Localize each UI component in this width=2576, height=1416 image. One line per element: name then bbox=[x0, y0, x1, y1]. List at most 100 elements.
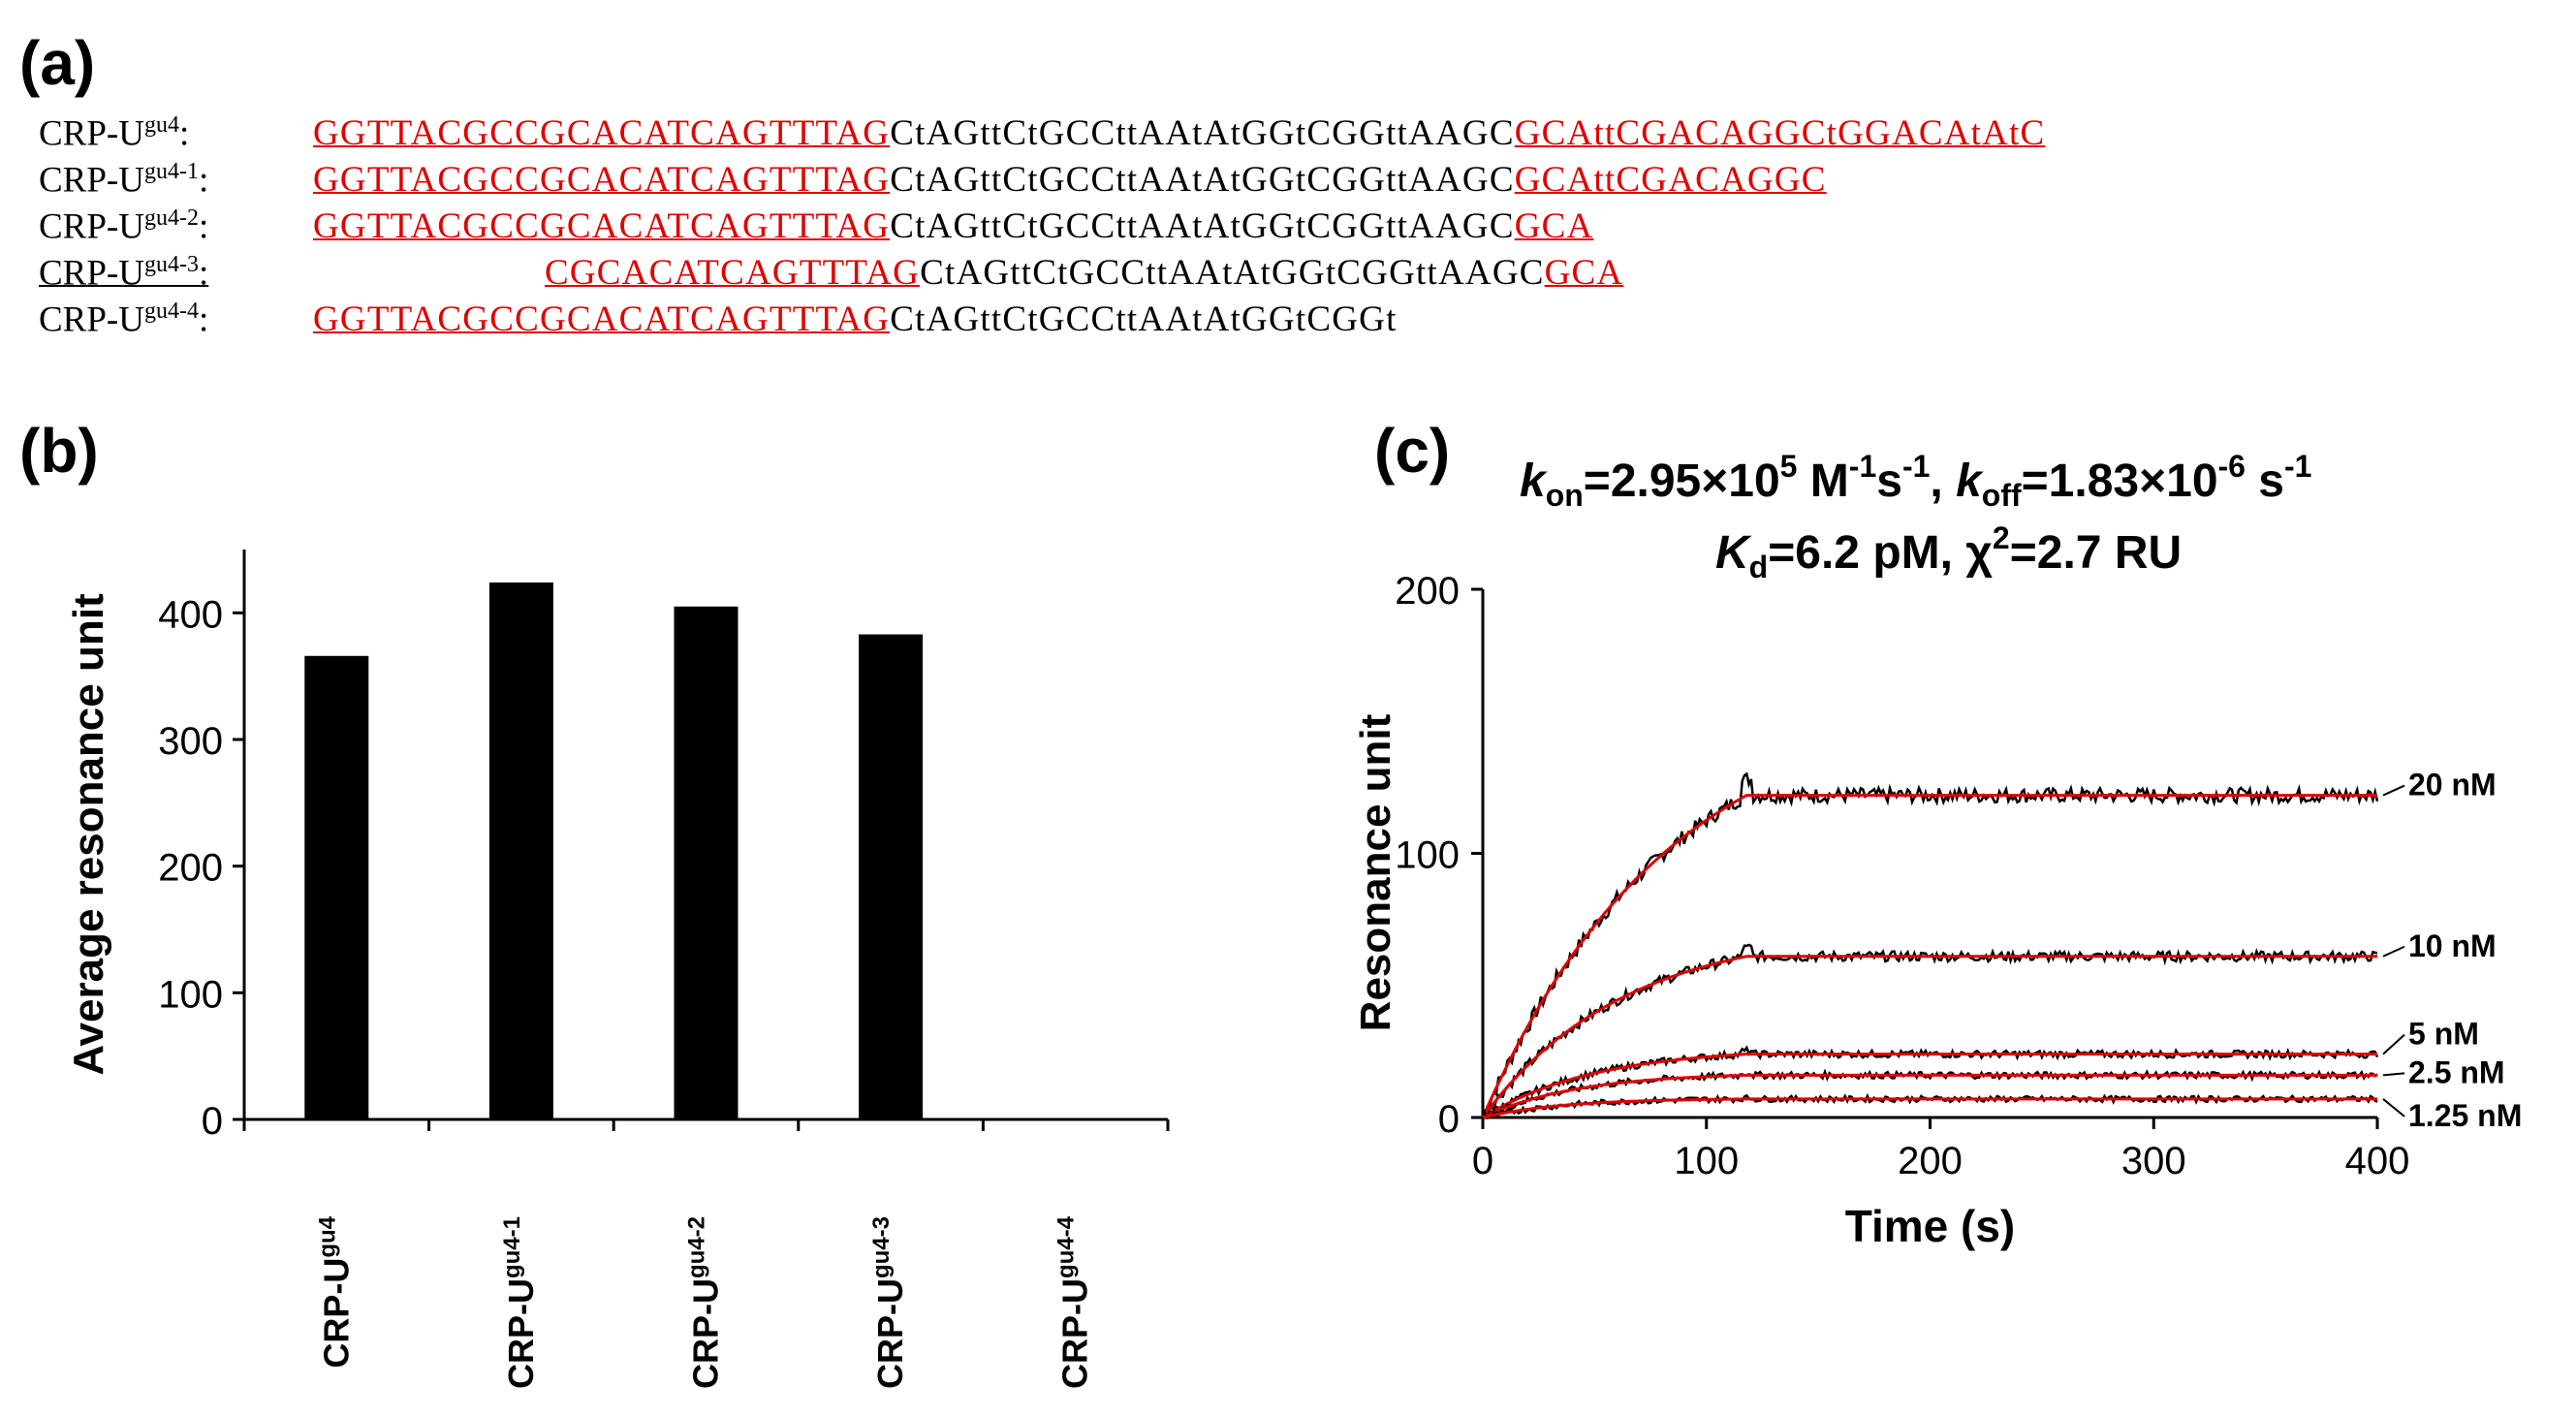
sequence-name-colon: : bbox=[198, 206, 209, 247]
title-kon-exp: 5 bbox=[1780, 449, 1798, 484]
category-label: CRP-Ugu4-3 bbox=[868, 1216, 910, 1389]
sequence-list: CRP-Ugu4: GGTTACGCCGCACATCAGTTTAGCtAGttCt… bbox=[39, 112, 2559, 345]
title-kon-unit-s: s bbox=[1876, 456, 1902, 507]
title-kon-value: =2.95×10 bbox=[1584, 456, 1780, 507]
data-trace bbox=[1481, 943, 2378, 1119]
category-label-sup: gu4-4 bbox=[1053, 1215, 1080, 1278]
bar bbox=[859, 634, 924, 1119]
sequence-name-colon: : bbox=[178, 113, 190, 154]
series-label: 2.5 nM bbox=[2408, 1054, 2505, 1089]
panel-label-b: (b) bbox=[19, 416, 99, 486]
panel-label-a: (a) bbox=[19, 28, 96, 98]
sequence-name-colon: : bbox=[198, 299, 209, 340]
title-kd-k: K bbox=[1715, 527, 1752, 579]
fit-line bbox=[1481, 794, 2377, 1118]
category-label-sup: gu4-2 bbox=[684, 1216, 710, 1278]
series-leader bbox=[2382, 1072, 2405, 1077]
sequence-text: GGTTACGCCGCACATCAGTTTAGCtAGttCtGCCttAAtA… bbox=[313, 205, 1593, 247]
panel-label-c: (c) bbox=[1374, 416, 1451, 486]
core-region: CtAGttCtGCCttAAtAtGGtCGGt bbox=[890, 299, 1398, 339]
category-label: CRP-Ugu4-2 bbox=[684, 1216, 726, 1389]
kinetics-chart: kon=2.95×105 M-1s-1, koff=1.83×10-6 s-1K… bbox=[1352, 449, 2522, 1251]
fit-line bbox=[1482, 1073, 2377, 1119]
category-label-base: CRP-U bbox=[316, 1258, 356, 1369]
chart-title-line2: Kd=6.2 pM, χ2=2.7 RU bbox=[1715, 520, 2182, 584]
primer-region: GCA bbox=[1514, 206, 1594, 246]
x-tick-label: 200 bbox=[1898, 1140, 1963, 1182]
series-leader bbox=[2382, 1033, 2405, 1055]
x-tick-label: 400 bbox=[2345, 1140, 2410, 1182]
bar bbox=[674, 606, 738, 1119]
sequence-row: CRP-Ugu4-3: CGCACATCAGTTTAGCtAGttCtGCCttA… bbox=[39, 252, 2559, 299]
primer-region: GGTTACGCCGCACATCAGTTTAG bbox=[313, 113, 891, 153]
sequence-text: GGTTACGCCGCACATCAGTTTAGCtAGttCtGCCttAAtA… bbox=[313, 112, 2045, 154]
category-label-sup: gu4-1 bbox=[499, 1216, 525, 1278]
category-label: CRP-Ugu4-4 bbox=[1053, 1215, 1095, 1389]
y-tick-label: 300 bbox=[158, 720, 223, 763]
fit-line bbox=[1482, 1097, 2377, 1119]
sequence-name-base: CRP-U bbox=[39, 113, 144, 154]
primer-region: GGTTACGCCGCACATCAGTTTAG bbox=[313, 299, 891, 339]
sequence-text: CGCACATCAGTTTAGCtAGttCtGCCttAAtAtGGtCGGt… bbox=[545, 252, 1623, 294]
sequence-name: CRP-Ugu4-1: bbox=[39, 159, 208, 201]
fit-line bbox=[1481, 955, 2377, 1118]
title-chi-exp: 2 bbox=[1993, 520, 2010, 555]
title-kon-sub: on bbox=[1546, 478, 1584, 513]
sequence-name: CRP-Ugu4-3: bbox=[39, 252, 208, 294]
y-tick-label: 400 bbox=[158, 593, 223, 636]
y-tick-label: 100 bbox=[1395, 834, 1460, 877]
series-leader bbox=[2382, 945, 2405, 958]
title-koff-unit: s bbox=[2246, 456, 2284, 507]
series-label: 1.25 nM bbox=[2408, 1098, 2522, 1133]
primer-region: GCAttCGACAGGC bbox=[1514, 160, 1827, 200]
category-label-base: CRP-U bbox=[870, 1278, 910, 1389]
primer-region: GGTTACGCCGCACATCAGTTTAG bbox=[313, 206, 891, 246]
sequence-name: CRP-Ugu4: bbox=[39, 112, 189, 154]
y-tick-label: 0 bbox=[202, 1100, 223, 1143]
primer-region: GGTTACGCCGCACATCAGTTTAG bbox=[313, 160, 891, 200]
sequence-name-sup: gu4-2 bbox=[143, 205, 199, 231]
series-label: 5 nM bbox=[2408, 1017, 2479, 1052]
sequence-name-sup: gu4-4 bbox=[143, 299, 199, 324]
sequence-name-sup: gu4-3 bbox=[143, 252, 199, 277]
title-koff-sub: off bbox=[1982, 478, 2022, 513]
x-tick-label: 100 bbox=[1674, 1140, 1739, 1182]
sequence-text: GGTTACGCCGCACATCAGTTTAGCtAGttCtGCCttAAtA… bbox=[313, 159, 1827, 201]
title-kon-unit-m-exp: -1 bbox=[1849, 449, 1876, 484]
bar-chart: 0100200300400CRP-Ugu4CRP-Ugu4-1CRP-Ugu4-… bbox=[65, 550, 1170, 1389]
title-separator: , bbox=[1930, 456, 1956, 507]
sequence-name: CRP-Ugu4-4: bbox=[39, 299, 208, 340]
y-tick-label: 100 bbox=[158, 973, 223, 1016]
sequence-name-base: CRP-U bbox=[39, 160, 144, 201]
sequence-row: CRP-Ugu4-1: GGTTACGCCGCACATCAGTTTAGCtAGtt… bbox=[39, 159, 2559, 205]
category-label-sup: gu4-3 bbox=[868, 1216, 895, 1278]
sequence-name: CRP-Ugu4-2: bbox=[39, 205, 208, 247]
y-tick-label: 200 bbox=[1395, 570, 1460, 613]
sequence-name-sup: gu4 bbox=[143, 112, 179, 138]
sequence-row: CRP-Ugu4: GGTTACGCCGCACATCAGTTTAGCtAGttCt… bbox=[39, 112, 2559, 159]
category-label-base: CRP-U bbox=[1055, 1278, 1095, 1389]
y-tick-label: 0 bbox=[1438, 1098, 1460, 1141]
bar bbox=[304, 655, 369, 1119]
core-region: CtAGttCtGCCttAAtAtGGtCGGttAAGC bbox=[920, 253, 1545, 293]
fit-line bbox=[1482, 1053, 2377, 1119]
series-leader bbox=[2382, 1098, 2405, 1117]
sequence-name-colon: : bbox=[198, 253, 209, 294]
sequence-row: CRP-Ugu4-4: GGTTACGCCGCACATCAGTTTAGCtAGtt… bbox=[39, 299, 2559, 345]
sequence-name-base: CRP-U bbox=[39, 299, 144, 340]
series-leader bbox=[2382, 784, 2405, 797]
title-koff-exp: -6 bbox=[2218, 449, 2246, 484]
category-label: CRP-Ugu4-1 bbox=[499, 1216, 541, 1389]
title-kon-unit-s-exp: -1 bbox=[1902, 449, 1930, 484]
primer-region: GCAttCGACAGGCtGGACAtAtC bbox=[1514, 113, 2046, 153]
category-label-sup: gu4 bbox=[314, 1215, 340, 1257]
sequence-row: CRP-Ugu4-2: GGTTACGCCGCACATCAGTTTAGCtAGtt… bbox=[39, 205, 2559, 252]
title-kon-k: k bbox=[1520, 456, 1548, 507]
title-koff-value: =1.83×10 bbox=[2022, 456, 2218, 507]
x-tick-label: 300 bbox=[2121, 1140, 2186, 1182]
title-chi-value: =2.7 RU bbox=[2010, 527, 2182, 579]
series-label: 20 nM bbox=[2408, 768, 2497, 802]
core-region: CtAGttCtGCCttAAtAtGGtCGGttAAGC bbox=[890, 160, 1515, 200]
y-axis-label: Average resonance unit bbox=[65, 593, 112, 1076]
category-label: CRP-Ugu4 bbox=[314, 1215, 356, 1368]
